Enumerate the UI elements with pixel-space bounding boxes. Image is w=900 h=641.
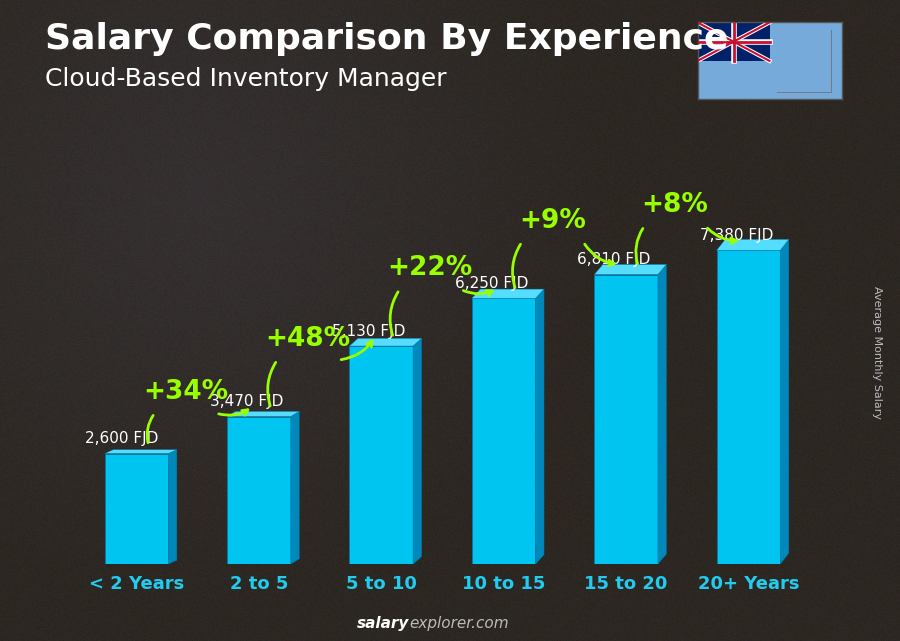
Bar	[594, 274, 658, 564]
Text: 6,810 FJD: 6,810 FJD	[577, 253, 651, 267]
Text: +8%: +8%	[642, 192, 708, 218]
Bar	[804, 30, 832, 61]
Bar	[777, 30, 832, 92]
Bar	[804, 61, 832, 92]
Text: +22%: +22%	[388, 255, 472, 281]
Bar	[349, 346, 413, 564]
Text: 2,600 FJD: 2,600 FJD	[86, 431, 158, 446]
Text: 6,250 FJD: 6,250 FJD	[454, 276, 528, 291]
Text: Average Monthly Salary: Average Monthly Salary	[872, 286, 883, 419]
Polygon shape	[472, 289, 544, 299]
Polygon shape	[594, 265, 666, 274]
Text: 7,380 FJD: 7,380 FJD	[699, 228, 773, 243]
Text: 5,130 FJD: 5,130 FJD	[332, 324, 406, 338]
Polygon shape	[104, 450, 176, 454]
Bar	[777, 30, 804, 61]
Polygon shape	[349, 338, 421, 346]
Bar	[698, 22, 770, 61]
Polygon shape	[536, 289, 544, 564]
Polygon shape	[227, 412, 299, 417]
Polygon shape	[413, 338, 421, 564]
Text: +34%: +34%	[143, 379, 228, 405]
Bar	[227, 417, 291, 564]
Polygon shape	[658, 265, 666, 564]
Bar	[777, 61, 804, 92]
Text: +9%: +9%	[519, 208, 586, 234]
Polygon shape	[168, 450, 176, 564]
Text: Cloud-Based Inventory Manager: Cloud-Based Inventory Manager	[45, 67, 446, 91]
Text: salary: salary	[357, 617, 410, 631]
Text: Salary Comparison By Experience: Salary Comparison By Experience	[45, 22, 728, 56]
Polygon shape	[291, 412, 299, 564]
Bar	[716, 251, 780, 564]
Bar	[472, 299, 536, 564]
Polygon shape	[780, 239, 788, 564]
Text: explorer.com: explorer.com	[410, 617, 509, 631]
Polygon shape	[716, 239, 788, 251]
Bar	[104, 454, 168, 564]
Text: 3,470 FJD: 3,470 FJD	[210, 394, 284, 410]
Text: +48%: +48%	[266, 326, 350, 352]
